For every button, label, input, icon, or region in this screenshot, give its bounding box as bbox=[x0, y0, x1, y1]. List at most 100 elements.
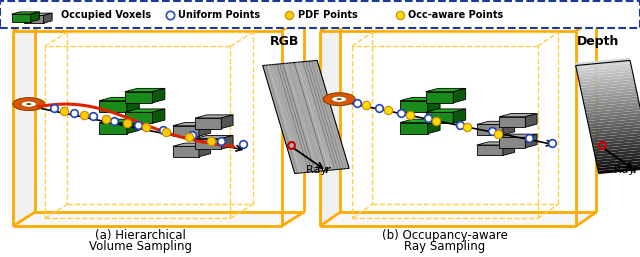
Circle shape bbox=[13, 98, 45, 111]
Polygon shape bbox=[588, 118, 640, 126]
Polygon shape bbox=[173, 146, 199, 157]
Polygon shape bbox=[582, 88, 637, 96]
Polygon shape bbox=[503, 142, 515, 155]
Polygon shape bbox=[173, 123, 211, 126]
Polygon shape bbox=[594, 146, 640, 154]
Polygon shape bbox=[477, 124, 503, 135]
Text: Ray: Ray bbox=[306, 165, 330, 175]
Polygon shape bbox=[426, 112, 453, 123]
Polygon shape bbox=[13, 212, 304, 226]
Polygon shape bbox=[598, 166, 640, 173]
Polygon shape bbox=[576, 60, 630, 68]
Polygon shape bbox=[525, 134, 537, 148]
Polygon shape bbox=[24, 13, 52, 15]
Polygon shape bbox=[428, 119, 440, 134]
Polygon shape bbox=[320, 212, 596, 226]
Text: Ray Sampling: Ray Sampling bbox=[404, 240, 485, 253]
Polygon shape bbox=[503, 121, 515, 135]
Circle shape bbox=[332, 96, 347, 102]
Text: Occ-aware Points: Occ-aware Points bbox=[408, 10, 504, 20]
Circle shape bbox=[323, 93, 355, 106]
Polygon shape bbox=[587, 113, 640, 121]
Polygon shape bbox=[195, 139, 221, 149]
Polygon shape bbox=[591, 130, 640, 137]
Polygon shape bbox=[173, 143, 211, 146]
Polygon shape bbox=[262, 60, 349, 173]
Polygon shape bbox=[477, 121, 515, 124]
Polygon shape bbox=[320, 17, 340, 226]
Polygon shape bbox=[195, 115, 233, 118]
Polygon shape bbox=[199, 143, 211, 157]
Polygon shape bbox=[99, 123, 127, 134]
Polygon shape bbox=[125, 92, 152, 103]
Polygon shape bbox=[525, 114, 537, 127]
Polygon shape bbox=[579, 74, 634, 82]
Polygon shape bbox=[13, 17, 35, 226]
Polygon shape bbox=[31, 12, 40, 22]
Polygon shape bbox=[583, 94, 637, 102]
Polygon shape bbox=[426, 92, 453, 103]
Polygon shape bbox=[400, 123, 428, 134]
Polygon shape bbox=[595, 152, 640, 160]
Polygon shape bbox=[499, 137, 525, 148]
Polygon shape bbox=[173, 126, 199, 136]
Text: r: r bbox=[633, 165, 639, 175]
Polygon shape bbox=[598, 163, 640, 171]
Polygon shape bbox=[400, 101, 428, 112]
Polygon shape bbox=[400, 119, 440, 123]
Polygon shape bbox=[426, 88, 466, 92]
Polygon shape bbox=[195, 118, 221, 128]
Polygon shape bbox=[477, 145, 503, 155]
Polygon shape bbox=[426, 109, 466, 112]
Polygon shape bbox=[591, 135, 640, 143]
Text: Depth: Depth bbox=[577, 35, 620, 48]
Polygon shape bbox=[152, 109, 165, 123]
Polygon shape bbox=[590, 127, 640, 135]
Polygon shape bbox=[584, 99, 639, 107]
Text: PDF Points: PDF Points bbox=[298, 10, 357, 20]
Polygon shape bbox=[199, 123, 211, 136]
Polygon shape bbox=[127, 119, 140, 134]
Polygon shape bbox=[580, 82, 636, 90]
Polygon shape bbox=[12, 14, 31, 22]
Polygon shape bbox=[195, 135, 233, 139]
Text: (b) Occupancy-aware: (b) Occupancy-aware bbox=[382, 229, 508, 242]
Polygon shape bbox=[453, 88, 466, 103]
Polygon shape bbox=[596, 157, 640, 165]
Polygon shape bbox=[584, 96, 638, 104]
Circle shape bbox=[337, 98, 342, 100]
Circle shape bbox=[26, 103, 31, 105]
Polygon shape bbox=[586, 110, 640, 118]
Polygon shape bbox=[127, 97, 140, 112]
Polygon shape bbox=[125, 109, 165, 112]
Polygon shape bbox=[221, 115, 233, 128]
Polygon shape bbox=[24, 15, 44, 23]
Polygon shape bbox=[477, 142, 515, 145]
Text: (a) Hierarchical: (a) Hierarchical bbox=[95, 229, 186, 242]
Polygon shape bbox=[428, 97, 440, 112]
Polygon shape bbox=[591, 132, 640, 140]
Polygon shape bbox=[592, 138, 640, 146]
Text: Occupied Voxels: Occupied Voxels bbox=[61, 10, 151, 20]
Text: r: r bbox=[324, 165, 330, 175]
Polygon shape bbox=[582, 91, 637, 99]
Circle shape bbox=[21, 101, 36, 107]
Polygon shape bbox=[575, 58, 630, 66]
Polygon shape bbox=[99, 101, 127, 112]
Polygon shape bbox=[589, 124, 640, 132]
Polygon shape bbox=[581, 85, 636, 93]
Text: RGB: RGB bbox=[270, 35, 300, 48]
Polygon shape bbox=[586, 107, 640, 115]
Polygon shape bbox=[585, 105, 640, 113]
Polygon shape bbox=[125, 112, 152, 123]
Polygon shape bbox=[499, 114, 537, 117]
Polygon shape bbox=[576, 63, 631, 71]
Polygon shape bbox=[580, 80, 635, 88]
Polygon shape bbox=[125, 88, 165, 92]
Polygon shape bbox=[499, 117, 525, 127]
Polygon shape bbox=[99, 97, 140, 101]
Polygon shape bbox=[221, 135, 233, 149]
Polygon shape bbox=[577, 69, 632, 77]
Polygon shape bbox=[578, 71, 633, 79]
Text: Volume Sampling: Volume Sampling bbox=[90, 240, 192, 253]
